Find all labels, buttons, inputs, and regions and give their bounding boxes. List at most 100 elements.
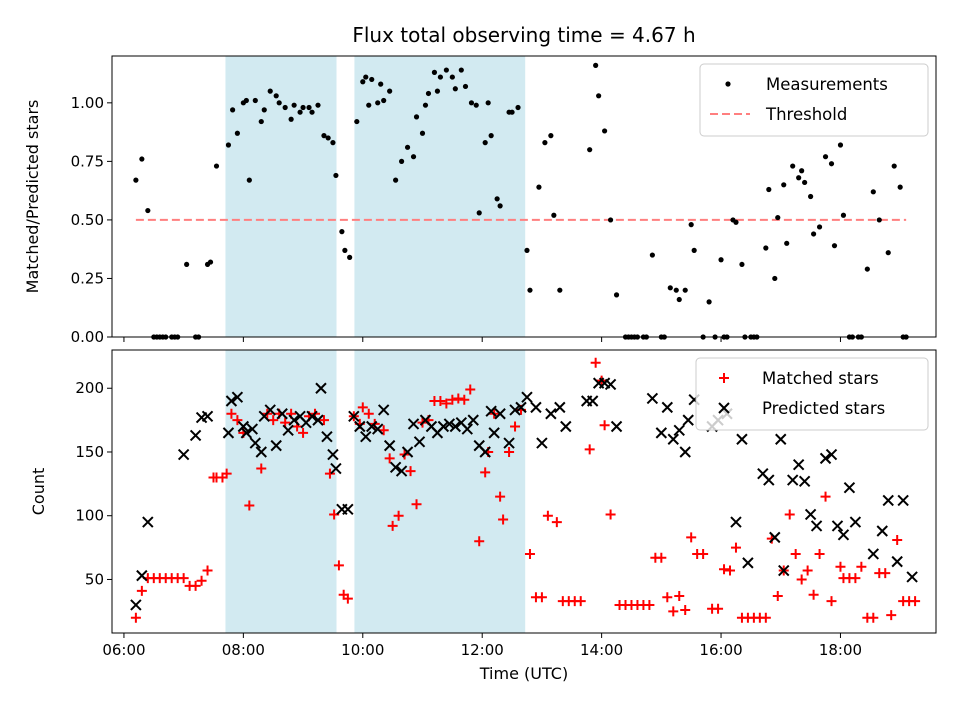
matched-star-point: [536, 592, 547, 603]
predicted-star-point: [769, 531, 781, 544]
matched-star-point: [333, 560, 344, 571]
measurement-point: [602, 128, 608, 134]
measurement-point: [799, 168, 805, 174]
predicted-star-point: [521, 391, 533, 403]
predicted-star-point: [867, 548, 880, 560]
predicted-star-point: [673, 424, 685, 437]
matched-star-point: [363, 408, 374, 419]
measurement-point: [613, 292, 620, 298]
measurement-point: [682, 287, 688, 293]
y-tick-label: 0.00: [71, 328, 104, 346]
predicted-star-point: [560, 420, 572, 433]
measurement-point: [282, 104, 288, 111]
measurement-point: [291, 102, 297, 108]
matched-star-point: [850, 573, 861, 584]
axes-frame: [111, 55, 937, 338]
measurement-point: [497, 203, 503, 209]
y-tick-label: 0.75: [71, 152, 104, 170]
x-tick-label: 08:00: [222, 641, 265, 659]
measurement-point: [607, 217, 614, 223]
predicted-star-point: [479, 446, 491, 458]
measurement-point: [766, 186, 772, 193]
shaded-interval: [225, 350, 337, 633]
measurement-point: [437, 74, 444, 80]
predicted-star-point: [270, 439, 282, 452]
predicted-star-point: [798, 475, 811, 488]
measurement-point: [434, 88, 441, 94]
shaded-interval: [354, 350, 526, 633]
matched-star-point: [713, 603, 724, 614]
predicted-star-point: [554, 401, 566, 414]
matched-star-point: [698, 548, 709, 559]
matched-star-point: [680, 605, 691, 616]
predicted-star-point: [222, 427, 235, 439]
predicted-star-point: [437, 420, 450, 433]
predicted-star-point: [763, 474, 775, 486]
measurement-point: [306, 104, 312, 111]
predicted-star-point: [201, 410, 214, 422]
matched-star-point: [820, 491, 831, 502]
legend-label: Matched stars: [762, 369, 879, 388]
measurement-point: [524, 247, 530, 253]
predicted-star-point: [225, 395, 238, 407]
measurement-point: [733, 219, 739, 225]
matched-star-point: [656, 552, 667, 563]
predicted-star-point: [485, 405, 497, 417]
predicted-star-point: [661, 401, 674, 414]
predicted-star-point: [897, 494, 909, 507]
predicted-star-point: [837, 529, 850, 541]
matched-star-point: [435, 395, 446, 406]
measurement-point: [452, 86, 458, 92]
predicted-star-point: [736, 433, 748, 445]
shaded-interval: [225, 56, 337, 337]
predicted-star-point: [366, 420, 378, 433]
y-axis-label: Matched/Predicted stars: [23, 100, 42, 294]
matched-star-point: [772, 591, 783, 602]
x-tick-label: 12:00: [461, 641, 504, 659]
measurement-point: [258, 118, 264, 125]
measurement-point: [366, 102, 372, 108]
matched-star-point: [730, 542, 741, 553]
matched-star-point: [196, 575, 207, 586]
predicted-star-point: [360, 430, 372, 443]
predicted-star-point: [819, 452, 832, 465]
matched-star-point: [498, 514, 509, 525]
matched-star-point: [256, 463, 267, 474]
predicted-star-point: [610, 420, 623, 433]
predicted-star-point: [330, 462, 342, 475]
measurement-point: [897, 184, 903, 190]
measurement-point: [808, 193, 814, 200]
measurement-point: [288, 116, 294, 122]
measurement-point: [449, 74, 455, 80]
matched-star-point: [725, 565, 735, 576]
measurement-point: [557, 287, 563, 293]
legend-box: [699, 63, 929, 137]
predicted-star-point: [786, 474, 799, 486]
measurement-point: [596, 93, 602, 99]
measurement-point: [330, 140, 336, 146]
matched-star-point: [384, 453, 395, 464]
legend-label: Measurements: [766, 75, 888, 94]
measurement-point: [536, 184, 542, 190]
predicted-star-point: [742, 557, 754, 569]
measurement-point: [796, 175, 802, 181]
matched-star-point: [504, 446, 515, 457]
measurement-point: [431, 69, 438, 75]
matched-star-point: [910, 596, 921, 607]
measurement-point: [443, 67, 449, 73]
measurement-point: [667, 285, 673, 291]
predicted-star-point: [282, 424, 294, 437]
matched-star-point: [474, 536, 485, 547]
predicted-star-point: [810, 520, 823, 532]
measurement-point: [488, 133, 494, 139]
matched-star-point: [405, 466, 416, 477]
measurement-point: [790, 163, 796, 169]
predicted-star-point: [876, 525, 888, 537]
predicted-star-point: [646, 392, 659, 405]
predicted-star-point: [775, 433, 787, 445]
measurement-point: [309, 109, 315, 115]
legend-label: Predicted stars: [762, 399, 885, 418]
measurement-point: [763, 245, 769, 251]
predicted-star-point: [849, 516, 862, 528]
measurement-point: [347, 254, 353, 260]
